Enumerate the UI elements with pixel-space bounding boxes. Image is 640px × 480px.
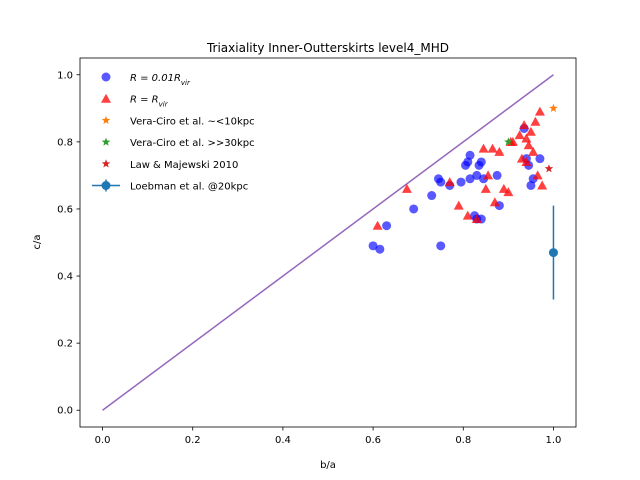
- series-5: [548, 205, 558, 300]
- reference-line: [102, 74, 554, 411]
- legend-marker: [101, 93, 111, 103]
- y-tick-label: 0.4: [57, 272, 73, 283]
- data-point: [521, 133, 532, 143]
- data-point: [514, 130, 525, 140]
- data-point: [544, 164, 554, 173]
- data-point: [519, 120, 530, 130]
- data-point: [436, 241, 446, 251]
- data-point: [471, 214, 482, 224]
- data-point: [472, 170, 482, 180]
- legend-marker: [101, 137, 111, 146]
- data-point: [537, 180, 548, 190]
- data-point: [492, 170, 502, 180]
- data-point: [487, 143, 498, 153]
- legend-subscript: vir: [181, 79, 191, 87]
- data-point: [516, 153, 527, 163]
- data-point: [478, 143, 489, 153]
- y-tick-label: 0.0: [57, 406, 73, 417]
- data-point: [372, 220, 383, 230]
- legend-label: Law & Majewski 2010: [130, 160, 238, 171]
- data-point: [453, 200, 464, 210]
- data-point: [480, 183, 491, 193]
- data-point: [382, 221, 392, 231]
- legend-item-4: Law & Majewski 2010: [101, 159, 238, 171]
- data-point: [530, 116, 541, 126]
- series-4: [544, 164, 554, 173]
- legend-label: Vera-Ciro et al. >>30kpc: [130, 138, 255, 149]
- data-point: [427, 191, 437, 201]
- data-point: [549, 103, 558, 112]
- data-point: [498, 183, 509, 193]
- series-3: [504, 137, 513, 146]
- data-point: [456, 177, 466, 187]
- data-point: [528, 146, 539, 156]
- data-point: [465, 150, 475, 160]
- data-point: [521, 156, 532, 166]
- data-point: [535, 154, 545, 164]
- axes: 0.0 0.2 0.4 0.6 0.8 1.0 0.0 0.2 0.4 0.6 0.8 1.0: [57, 57, 577, 446]
- legend-item-3: Vera-Ciro et al. >>30kpc: [101, 137, 255, 149]
- y-axis-label: c/a: [32, 235, 43, 250]
- data-point: [483, 170, 494, 180]
- x-tick-label: 0.6: [365, 435, 381, 446]
- data-point: [489, 197, 500, 207]
- x-tick-label: 0.4: [275, 435, 291, 446]
- data-point: [368, 241, 378, 251]
- data-point: [548, 248, 558, 258]
- series-1: [372, 106, 548, 230]
- data-point: [532, 170, 543, 180]
- legend-item-2: Vera-Ciro et al. ~<10kpc: [101, 115, 255, 127]
- data-point: [444, 177, 455, 187]
- data-point: [462, 210, 473, 220]
- legend-label: R = 0.01Rvir: [130, 73, 191, 87]
- legend-marker: [101, 159, 111, 168]
- data-point: [375, 244, 385, 254]
- y-tick-label: 1.0: [57, 70, 73, 81]
- y-tick-label: 0.6: [57, 204, 73, 215]
- legend-label: Vera-Ciro et al. ~<10kpc: [130, 116, 255, 127]
- axes-frame: [79, 57, 577, 428]
- legend-label: Loebman et al. @20kpc: [130, 182, 248, 193]
- x-tick-label: 0.8: [455, 435, 471, 446]
- legend-item-5: Loebman et al. @20kpc: [92, 179, 248, 193]
- data-point: [436, 177, 446, 187]
- legend-marker: [101, 181, 111, 190]
- chart-title: Triaxiality Inner-Outterskirts level4_MH…: [206, 41, 449, 55]
- data-point: [494, 146, 505, 156]
- plot-area: [102, 74, 558, 411]
- x-tick-label: 1.0: [546, 435, 562, 446]
- data-point: [504, 137, 513, 146]
- data-point: [525, 126, 536, 136]
- data-point: [476, 157, 486, 167]
- series-2: [549, 103, 558, 112]
- data-point: [503, 187, 514, 197]
- legend-marker: [101, 115, 111, 125]
- data-point: [465, 174, 475, 184]
- legend-marker: [101, 72, 111, 82]
- x-axis-label: b/a: [320, 460, 336, 471]
- data-point: [534, 106, 545, 116]
- data-point: [523, 140, 534, 150]
- data-point: [401, 183, 412, 193]
- x-tick-label: 0.2: [185, 435, 201, 446]
- legend-subscript: vir: [159, 101, 169, 109]
- legend-item-0: R = 0.01Rvir: [101, 72, 191, 87]
- y-tick-label: 0.8: [57, 137, 73, 148]
- y-tick-label: 0.2: [57, 339, 73, 350]
- x-tick-label: 0.0: [95, 435, 111, 446]
- data-point: [409, 204, 419, 214]
